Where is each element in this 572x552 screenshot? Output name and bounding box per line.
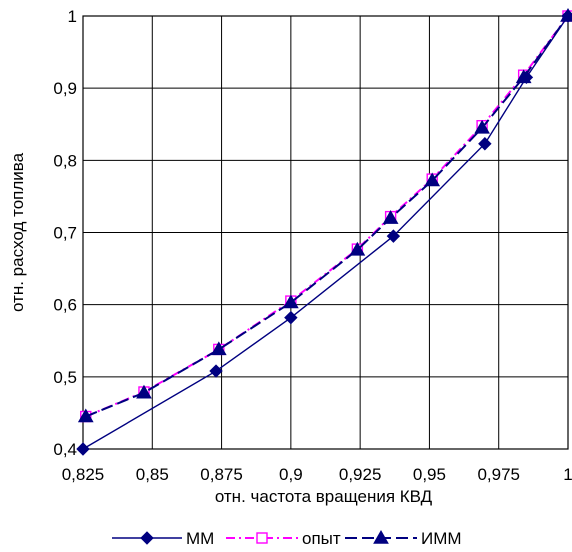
y-tick-label: 0,9	[53, 79, 77, 98]
series-layer	[76, 7, 572, 456]
y-tick-label: 1	[68, 7, 77, 26]
x-tick-labels: 0,825 0,85 0,875 0,9 0,925 0,95 0,975 1	[62, 465, 572, 484]
legend-item-3: ИММ	[345, 529, 462, 548]
data-point	[424, 172, 441, 187]
data-point	[76, 442, 90, 456]
data-point	[284, 310, 298, 325]
y-tick-label: 0,6	[53, 296, 77, 315]
legend-label: опыт	[302, 529, 341, 548]
grid	[83, 16, 568, 449]
x-tick-label: 0,85	[136, 465, 169, 484]
legend-label: ИММ	[421, 529, 462, 548]
data-point	[519, 70, 534, 85]
y-axis-label: отн. расход топлива	[8, 152, 27, 312]
data-point	[474, 119, 490, 134]
data-point	[77, 408, 94, 423]
data-point	[209, 364, 223, 378]
y-tick-label: 0,5	[53, 368, 77, 387]
legend-item-1: ММ	[112, 529, 214, 548]
x-tick-label: 0,925	[339, 465, 382, 484]
data-point	[478, 137, 492, 151]
x-tick-label: 1	[563, 465, 572, 484]
legend-marker	[373, 529, 389, 544]
data-point	[282, 294, 299, 309]
data-point	[136, 384, 152, 399]
legend-label: ММ	[186, 529, 214, 548]
data-point	[386, 229, 401, 243]
x-tick-label: 0,875	[200, 465, 243, 484]
x-tick-label: 0,95	[413, 465, 446, 484]
data-point	[210, 341, 227, 356]
series-line	[85, 15, 569, 418]
series-1	[76, 9, 572, 456]
x-tick-label: 0,975	[477, 465, 520, 484]
data-point	[382, 210, 399, 224]
y-tick-labels: 0,4 0,5 0,6 0,7 0,8 0,9 1	[53, 7, 77, 459]
y-tick-label: 0,8	[53, 151, 77, 170]
x-axis-label: отн. частота вращения КВД	[215, 487, 433, 506]
legend-marker	[140, 531, 154, 545]
y-tick-label: 0,4	[53, 440, 77, 459]
x-tick-label: 0,9	[279, 465, 303, 484]
series-line	[85, 15, 569, 418]
x-tick-label: 0,825	[62, 465, 105, 484]
legend: ММ опыт ИММ	[112, 529, 462, 548]
legend-marker	[256, 532, 268, 544]
legend-item-2: опыт	[226, 529, 341, 548]
plot-area	[82, 15, 569, 450]
y-tick-label: 0,7	[53, 224, 77, 243]
data-point	[349, 241, 366, 256]
data-point	[561, 9, 572, 23]
